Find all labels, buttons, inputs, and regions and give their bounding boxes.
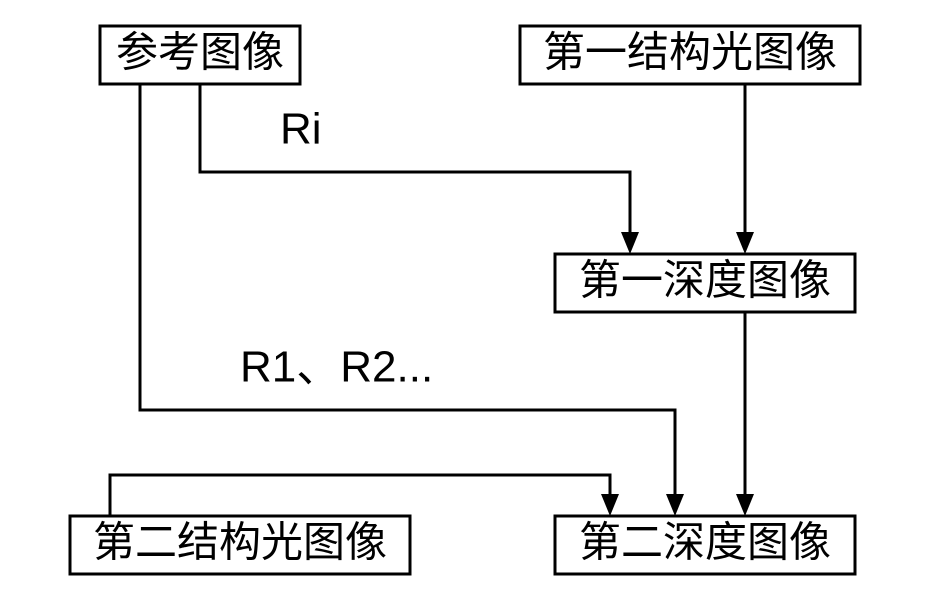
node-struct-light-1: 第一结构光图像 [520,26,860,84]
node-label: 参考图像 [116,30,284,77]
arrowhead [621,232,639,254]
edge-depth1-to-depth2 [736,312,754,516]
arrowhead [736,494,754,516]
node-label: 第一结构光图像 [543,31,837,77]
edge-struct1-to-depth1 [736,84,754,254]
edge-line [110,475,610,516]
edge-label: R1、R2... [240,343,433,392]
edge-line [200,84,630,234]
flowchart-diagram: Ri R1、R2... 参考图像 第一结构光图像第一深度图像第二结构光图像 第二深度图像 [0,0,945,602]
node-ref-image: 参考图像 [100,26,300,84]
arrowhead [666,494,684,516]
edge-ref-to-depth1: Ri [200,84,639,254]
node-label: 第二深度图像 [579,521,831,567]
node-depth-image-2: 第二深度图像 [555,516,855,574]
node-label: 第二结构光图像 [93,521,387,567]
arrowhead [601,494,619,516]
nodes-group: 参考图像 第一结构光图像第一深度图像第二结构光图像 第二深度图像 [70,26,860,574]
arrowhead [736,232,754,254]
node-struct-light-2: 第二结构光图像 [70,516,410,574]
edge-struct2-to-depth2 [110,475,619,516]
node-label: 第一深度图像 [579,259,831,305]
node-depth-image-1: 第一深度图像 [555,254,855,312]
edge-label: Ri [280,105,322,154]
